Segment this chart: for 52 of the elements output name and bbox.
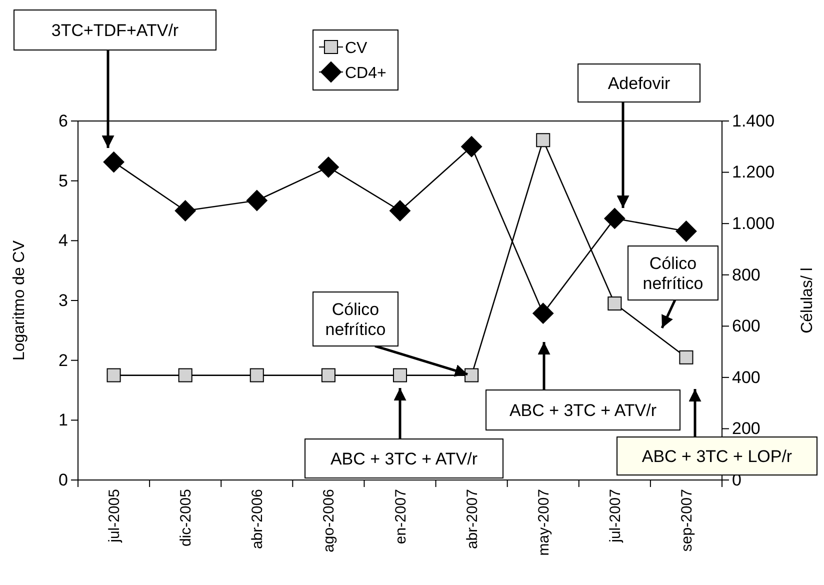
x-tick-label: sep-2007 — [678, 489, 696, 552]
point — [106, 368, 121, 382]
point — [676, 220, 697, 242]
annotation: ABC + 3TC + LOP/r — [642, 447, 792, 466]
point — [318, 156, 339, 178]
y-tick-label: 5 — [58, 171, 68, 190]
y-axis-title: Logaritmo de CV — [11, 240, 28, 361]
point — [604, 208, 626, 229]
y2-tick-label: 400 — [732, 368, 760, 387]
y2-axis-title: Células/ l — [799, 268, 816, 334]
x-tick-label: dic-2005 — [178, 489, 195, 547]
point — [464, 368, 479, 382]
y-tick-label: 1 — [58, 410, 68, 430]
point — [679, 350, 694, 364]
y-tick-label: 6 — [58, 111, 68, 130]
y-tick-label: 4 — [58, 231, 68, 250]
annotation: ABC + 3TC + ATV/r — [509, 401, 657, 420]
point — [390, 200, 410, 222]
point — [461, 136, 482, 158]
y2-tick-label: 800 — [732, 265, 760, 284]
y2-tick-label: 200 — [732, 419, 760, 438]
y2-tick-label: 600 — [732, 316, 760, 336]
point — [536, 133, 550, 148]
annotation: Cólico nefrítico — [325, 300, 386, 339]
point — [174, 200, 196, 222]
y-tick-label: 3 — [58, 290, 68, 310]
text: 3TC+TDF+ATV/r — [51, 21, 179, 40]
x-tick-label: abr-2006 — [249, 489, 266, 550]
y-tick-label: 2 — [58, 350, 68, 370]
y-tick-label: 0 — [58, 470, 68, 490]
y2-tick-label: 1.200 — [732, 162, 775, 182]
annotation: Cólico nefrítico — [642, 254, 704, 293]
x-tick-label: may-2007 — [535, 489, 552, 556]
legend-label: CV — [345, 40, 368, 57]
y2-tick-label: 1.000 — [732, 214, 775, 234]
point — [532, 302, 554, 324]
point — [246, 190, 268, 211]
legend-label: CD4+ — [345, 65, 386, 82]
y2-tick-label: 1.400 — [732, 111, 775, 130]
x-tick-label: jul-2007 — [606, 489, 624, 544]
annotation: ABC + 3TC + ATV/r — [330, 450, 478, 468]
point — [178, 368, 192, 382]
text: Adefovir — [608, 74, 671, 93]
point — [250, 368, 264, 382]
point — [321, 368, 336, 382]
x-tick-label: jul-2005 — [106, 489, 124, 544]
point — [392, 368, 408, 382]
x-tick-label: ago-2006 — [320, 489, 338, 552]
point — [103, 152, 124, 173]
point — [608, 296, 622, 311]
x-tick-label: abr-2007 — [464, 489, 481, 550]
x-tick-label: en-2007 — [392, 489, 410, 544]
